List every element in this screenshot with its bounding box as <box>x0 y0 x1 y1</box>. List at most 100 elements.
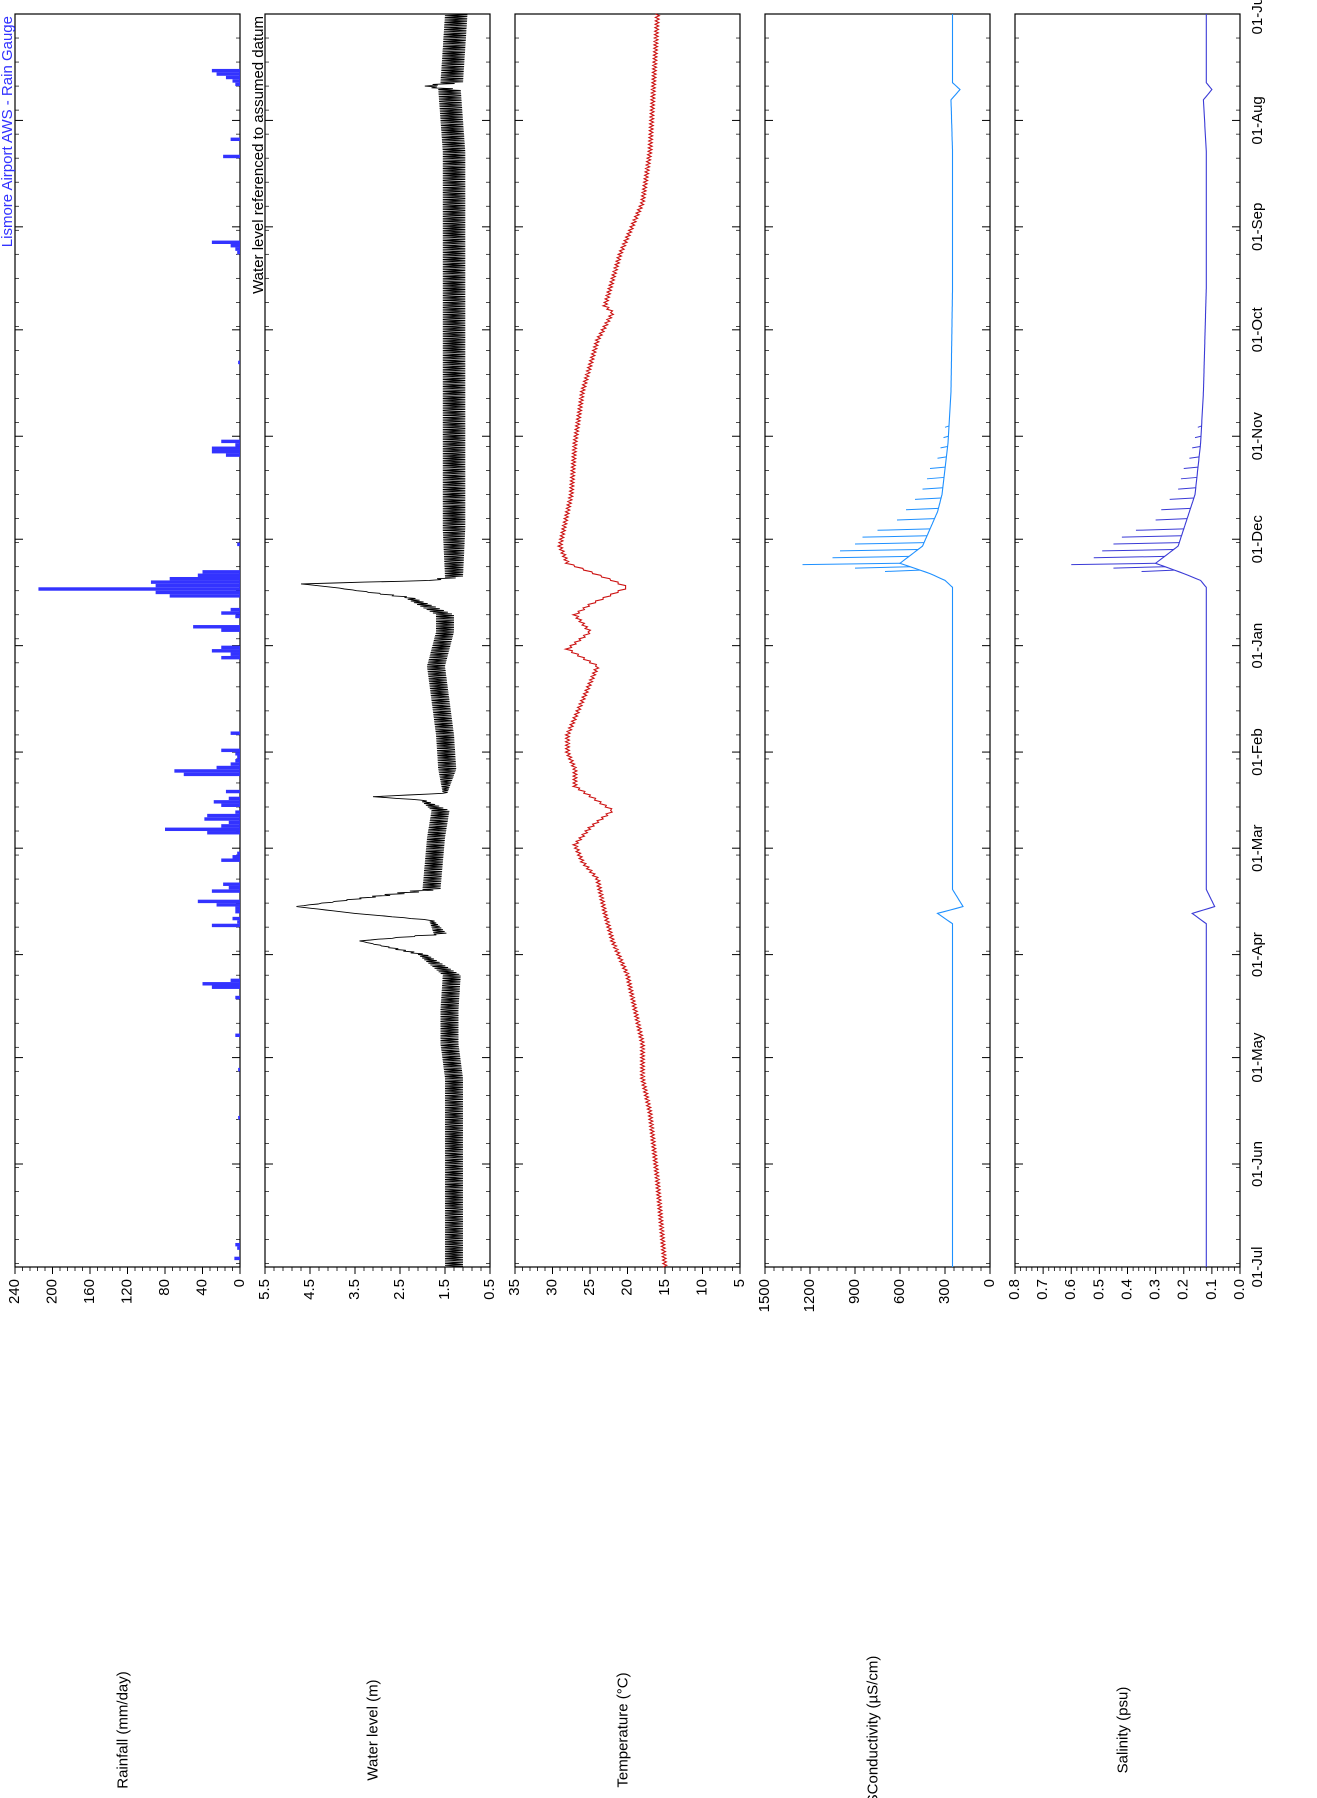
rain-bar <box>216 72 240 76</box>
rain-bar <box>204 817 240 821</box>
rain-bar <box>221 858 240 862</box>
salinity-spike <box>1113 566 1166 569</box>
rain-bar <box>230 652 240 656</box>
value-tick-label: 0 <box>981 1279 998 1287</box>
salinity-spike <box>1197 425 1202 428</box>
axis-title-temperature: Temperature (°C) <box>615 1672 632 1787</box>
month-label: 01-Nov <box>1249 412 1266 461</box>
value-tick-label: 15 <box>656 1279 673 1296</box>
rain-bar <box>202 570 240 574</box>
rain-bar <box>238 1067 240 1072</box>
value-tick-label: 1.5 <box>436 1279 453 1300</box>
rain-bar <box>230 731 240 735</box>
rain-bar <box>211 923 240 928</box>
rain-bar <box>221 628 240 632</box>
rain-bar <box>225 75 240 80</box>
rain-bar <box>221 655 240 660</box>
value-tick-label: 25 <box>581 1279 598 1296</box>
rain-bar <box>221 748 240 753</box>
month-label: 01-Dec <box>1249 515 1266 564</box>
rain-bar <box>235 247 240 251</box>
rain-bar <box>232 79 240 83</box>
panel-frame-conductivity <box>764 13 991 1268</box>
conductivity-spike <box>937 456 947 459</box>
salinity-spike <box>1169 497 1194 500</box>
conductivity-spike <box>839 549 919 552</box>
rain-bar <box>230 607 240 612</box>
value-tick-label: 0.0 <box>1231 1279 1248 1300</box>
rain-bar <box>235 909 240 914</box>
temperature-line <box>556 13 669 1268</box>
rain-bar <box>235 1242 240 1247</box>
rain-bar <box>238 360 240 365</box>
rain-bar <box>235 1033 240 1037</box>
value-tick-label: 20 <box>618 1279 635 1296</box>
conductivity-spike <box>802 562 901 566</box>
salinity-spike <box>1194 435 1202 439</box>
rain-bar <box>165 827 240 832</box>
rain-bar <box>193 625 240 629</box>
rain-bar <box>216 765 240 770</box>
rain-bar <box>155 590 240 595</box>
value-tick-label: 0.5 <box>1090 1279 1107 1300</box>
rain-bar <box>237 1246 240 1250</box>
value-tick-label: 0.6 <box>1062 1279 1079 1300</box>
rain-bar <box>221 611 240 615</box>
rain-bar <box>213 800 240 804</box>
salinity-spike <box>1071 562 1156 566</box>
conductivity-spike <box>926 476 945 480</box>
month-label: 01-Mar <box>1249 824 1266 872</box>
value-tick-label: 3.5 <box>346 1279 363 1300</box>
rain-bar <box>183 772 240 777</box>
salinity-spike <box>1189 456 1200 459</box>
rain-bar <box>237 755 240 759</box>
rain-bar <box>211 985 240 989</box>
rain-bar <box>235 614 240 619</box>
rain-bar <box>238 1115 240 1120</box>
salinity-spike <box>1180 476 1197 480</box>
salinity-spike <box>1093 555 1165 559</box>
rain-bar <box>228 796 240 801</box>
rain-bar <box>197 899 240 904</box>
annotation-datum: Water level referenced to assumed datum <box>250 16 267 294</box>
salinity-spike <box>1155 518 1188 521</box>
conductivity-spike <box>922 487 943 490</box>
rain-bar <box>211 68 240 73</box>
rain-bar <box>150 580 240 584</box>
panel-frame-temperature <box>514 13 741 1268</box>
rain-bar <box>232 916 240 921</box>
rain-bar <box>211 240 240 245</box>
rain-bar <box>232 855 240 859</box>
value-tick-label: 40 <box>193 1279 210 1296</box>
value-tick-label: 4.5 <box>301 1279 318 1300</box>
month-label: 01-Jul <box>1249 0 1266 34</box>
value-tick-label: 900 <box>846 1279 863 1304</box>
rain-bar <box>216 903 240 907</box>
rain-bar <box>221 824 240 828</box>
rain-bar <box>155 583 240 588</box>
rain-bar <box>237 250 240 255</box>
value-tick-label: 600 <box>891 1279 908 1304</box>
rain-bar <box>235 443 240 447</box>
month-label: 01-May <box>1249 1032 1266 1083</box>
rain-bar <box>169 576 240 581</box>
conductivity-spike <box>854 542 925 545</box>
rain-bar <box>235 82 240 87</box>
rain-bar <box>235 995 240 1000</box>
value-tick-label: 0.7 <box>1034 1279 1051 1300</box>
rain-bar <box>237 920 240 924</box>
rain-bar <box>230 244 240 248</box>
value-tick-label: 200 <box>43 1279 60 1304</box>
rain-bar <box>235 758 240 763</box>
conductivity-spike <box>832 555 910 559</box>
conductivity-spike <box>862 535 928 538</box>
axis-title-conductivity: SConductivity (µS/cm) <box>865 1656 882 1798</box>
rain-bar <box>228 820 240 825</box>
rain-bar <box>221 439 240 444</box>
salinity-spike <box>1141 569 1175 572</box>
rain-bar <box>228 885 240 890</box>
rain-bar <box>202 982 240 986</box>
month-label: 01-Jan <box>1249 623 1266 669</box>
rain-bar <box>221 645 240 650</box>
